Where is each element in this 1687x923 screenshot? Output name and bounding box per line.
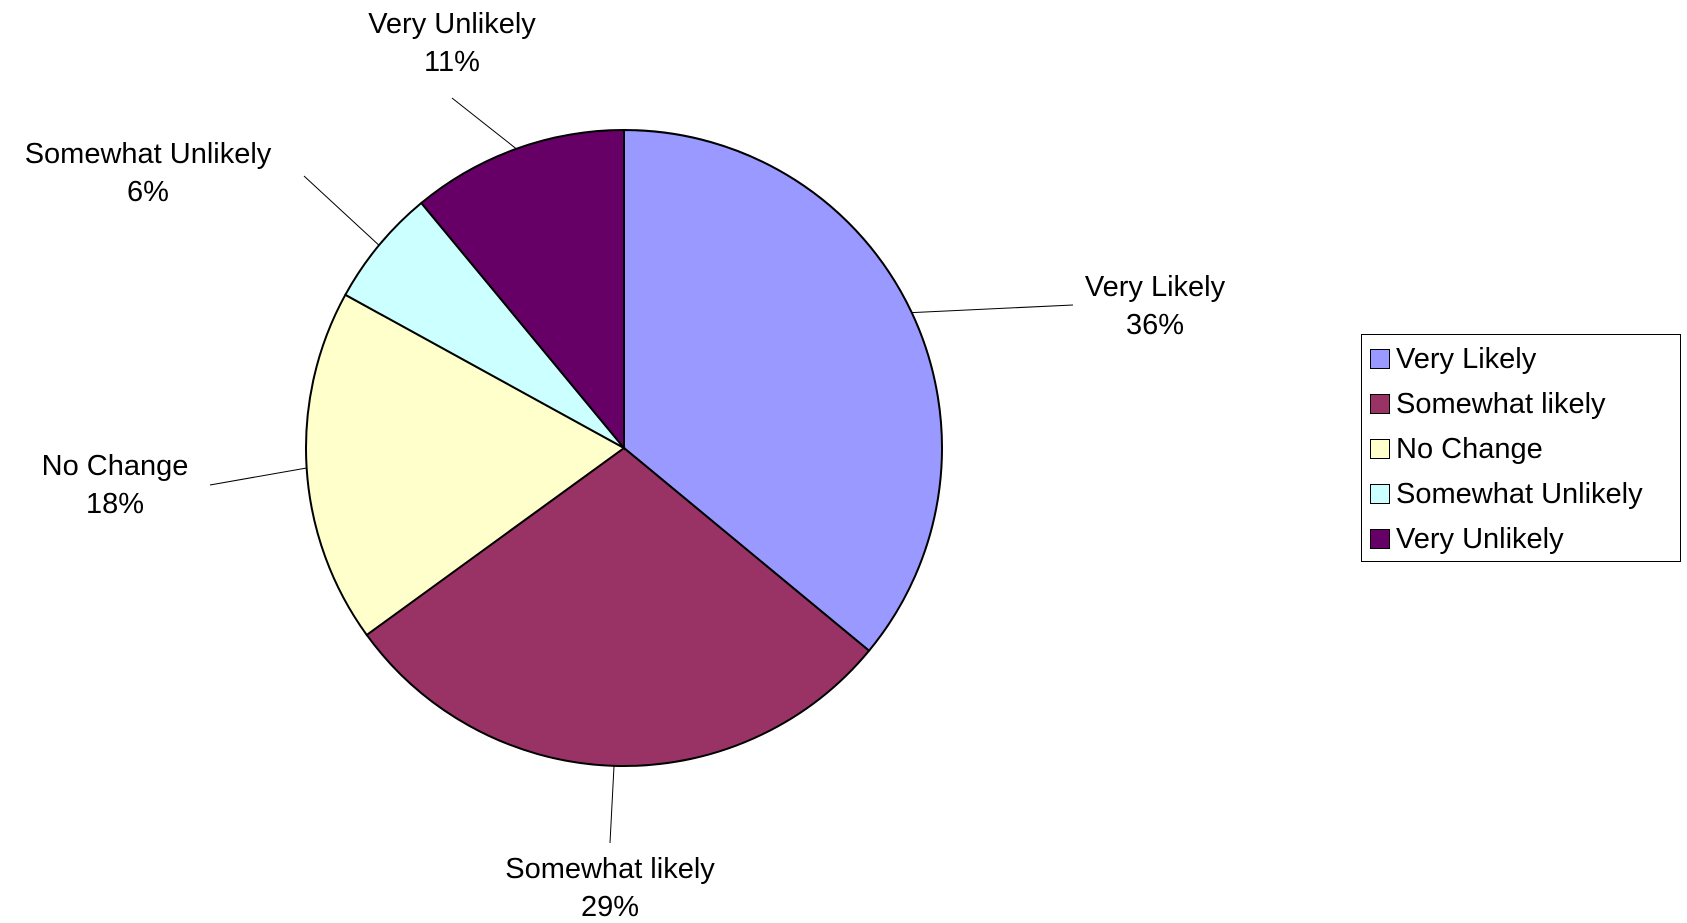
slice-percent-very-unlikely: 11%: [424, 46, 480, 78]
slice-label-somewhat-unlikely: Somewhat Unlikely: [25, 138, 272, 170]
legend-label-somewhat-likely: Somewhat likely: [1396, 387, 1606, 420]
pie-slice-somewhat-likely: [365, 446, 871, 767]
legend-item-very-likely: Very Likely: [1370, 339, 1536, 379]
legend-item-no-change: No Change: [1370, 429, 1543, 469]
legend-label-very-unlikely: Very Unlikely: [1396, 522, 1564, 555]
legend-label-very-likely: Very Likely: [1396, 342, 1537, 375]
slice-percent-somewhat-unlikely: 6%: [127, 176, 169, 208]
slice-label-very-unlikely: Very Unlikely: [368, 8, 536, 40]
leader-line-very-likely: [911, 304, 1074, 314]
legend-label-somewhat-unlikely: Somewhat Unlikely: [1396, 477, 1643, 510]
pie-slice-no-change: [305, 293, 626, 637]
leader-line-somewhat-unlikely: [303, 175, 380, 246]
legend-swatch-somewhat-unlikely: [1370, 484, 1390, 504]
pie-slice-very-likely: [623, 128, 943, 653]
legend-label-no-change: No Change: [1396, 432, 1543, 465]
leader-line-no-change: [209, 467, 307, 486]
legend: Very Likely Somewhat likely No Change So…: [1361, 334, 1681, 562]
legend-swatch-very-likely: [1370, 349, 1390, 369]
pie-slice-very-unlikely: [419, 128, 625, 451]
legend-swatch-very-unlikely: [1370, 529, 1390, 549]
pie-slice-somewhat-unlikely: [343, 201, 625, 449]
slice-percent-somewhat-likely: 29%: [581, 891, 639, 923]
slice-percent-very-likely: 36%: [1126, 309, 1184, 341]
slice-label-very-likely: Very Likely: [1085, 271, 1226, 303]
slice-label-somewhat-likely: Somewhat likely: [505, 853, 715, 885]
legend-item-somewhat-likely: Somewhat likely: [1370, 384, 1606, 424]
legend-swatch-no-change: [1370, 439, 1390, 459]
legend-swatch-somewhat-likely: [1370, 394, 1390, 414]
legend-item-very-unlikely: Very Unlikely: [1370, 519, 1564, 559]
slice-label-no-change: No Change: [42, 450, 189, 482]
slice-percent-no-change: 18%: [86, 488, 144, 520]
leader-line-somewhat-likely: [609, 765, 615, 844]
leader-line-very-unlikely: [451, 97, 517, 150]
legend-item-somewhat-unlikely: Somewhat Unlikely: [1370, 474, 1643, 514]
